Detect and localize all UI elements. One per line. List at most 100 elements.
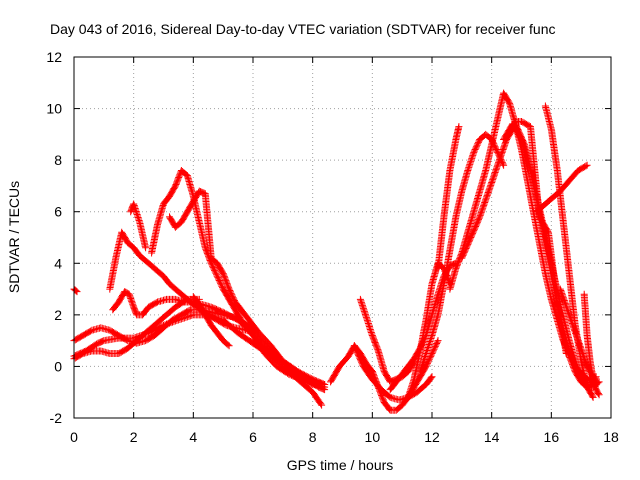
data-point xyxy=(135,339,138,342)
data-point xyxy=(183,301,186,303)
data-point xyxy=(246,316,248,319)
data-point xyxy=(461,190,463,192)
data-point xyxy=(383,370,386,373)
data-point xyxy=(91,350,93,352)
data-point xyxy=(174,306,177,308)
data-point xyxy=(556,169,559,172)
data-point xyxy=(589,360,591,363)
data-point xyxy=(210,324,212,327)
data-point xyxy=(128,293,130,296)
data-point xyxy=(210,262,212,265)
data-point xyxy=(204,314,207,316)
data-point xyxy=(541,205,544,208)
data-point xyxy=(371,334,374,337)
data-point xyxy=(401,373,404,376)
data-point xyxy=(419,350,421,352)
y-tick-label: 10 xyxy=(46,101,62,117)
data-point xyxy=(526,180,529,182)
data-point xyxy=(180,314,183,316)
data-point xyxy=(144,339,147,342)
data-point xyxy=(496,118,499,120)
x-tick-label: 2 xyxy=(130,429,138,445)
data-point xyxy=(437,314,439,316)
data-point xyxy=(270,345,272,347)
data-point xyxy=(267,350,269,352)
data-point xyxy=(198,190,201,192)
data-point xyxy=(478,138,481,141)
data-point xyxy=(586,164,588,167)
data-point xyxy=(389,396,392,399)
data-point xyxy=(144,247,147,249)
data-point xyxy=(192,314,195,316)
data-point xyxy=(156,270,159,272)
data-point xyxy=(473,151,475,154)
data-point xyxy=(502,92,505,94)
data-point xyxy=(398,399,401,401)
data-point xyxy=(186,298,189,301)
data-point xyxy=(109,329,111,332)
data-point xyxy=(240,319,242,321)
data-point xyxy=(592,396,594,399)
data-point xyxy=(478,216,481,218)
data-point xyxy=(258,332,260,334)
data-point xyxy=(455,138,457,141)
y-tick-label: 6 xyxy=(54,204,62,220)
data-point xyxy=(577,339,579,342)
data-point xyxy=(487,190,490,192)
x-tick-label: 10 xyxy=(365,429,381,445)
data-point xyxy=(514,120,517,123)
data-point xyxy=(198,303,201,306)
data-point xyxy=(231,303,233,306)
data-point xyxy=(311,391,314,394)
data-point xyxy=(276,365,278,368)
data-point xyxy=(234,301,236,303)
data-point xyxy=(132,306,135,308)
data-point xyxy=(123,290,126,293)
data-point xyxy=(204,192,207,195)
data-point xyxy=(550,128,553,130)
data-point xyxy=(407,365,409,368)
data-point xyxy=(437,339,439,342)
data-point xyxy=(186,174,189,177)
data-point xyxy=(377,350,380,352)
data-point xyxy=(225,324,227,327)
data-point xyxy=(82,334,84,337)
data-point xyxy=(568,272,570,275)
y-tick-label: -2 xyxy=(50,410,63,426)
data-point xyxy=(237,332,239,334)
data-point xyxy=(568,314,570,316)
data-point xyxy=(141,314,144,316)
data-point xyxy=(210,311,212,314)
series-track-10 xyxy=(189,293,233,350)
series-track-18 xyxy=(416,130,508,376)
data-point xyxy=(216,319,218,321)
data-point xyxy=(431,334,433,337)
data-point xyxy=(592,378,594,381)
data-point xyxy=(484,169,487,172)
data-point xyxy=(550,298,553,301)
data-point xyxy=(538,241,541,244)
data-point xyxy=(222,272,224,275)
data-point xyxy=(511,123,514,125)
data-point xyxy=(484,133,487,136)
data-point xyxy=(126,241,129,244)
data-point xyxy=(109,288,111,290)
data-point xyxy=(147,306,150,308)
series-track-27 xyxy=(580,290,603,399)
data-point xyxy=(431,375,433,378)
data-point xyxy=(180,221,183,223)
data-point xyxy=(583,293,585,296)
data-point xyxy=(168,195,171,197)
data-point xyxy=(473,210,475,213)
y-tick-label: 2 xyxy=(54,307,62,323)
data-point xyxy=(520,138,523,141)
data-point xyxy=(383,401,386,404)
data-point xyxy=(103,339,105,342)
data-point xyxy=(458,125,460,128)
data-point xyxy=(234,316,236,319)
data-point xyxy=(413,357,415,360)
data-point xyxy=(252,342,254,345)
data-point xyxy=(538,216,541,218)
data-point xyxy=(153,324,156,327)
data-point xyxy=(153,334,156,337)
